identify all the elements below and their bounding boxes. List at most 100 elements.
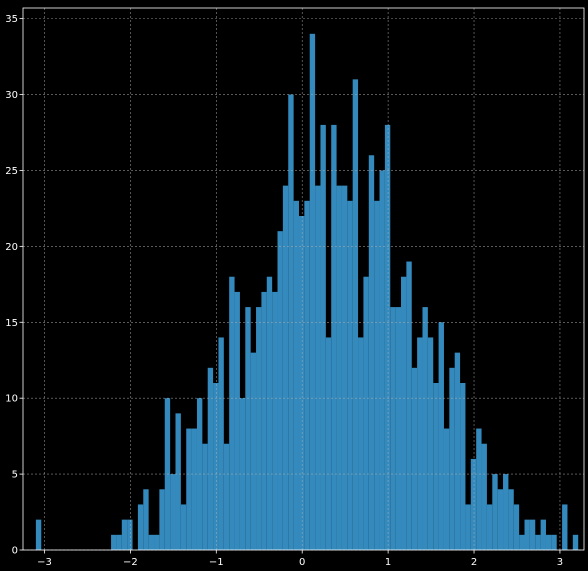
histogram-bar <box>513 504 520 550</box>
histogram-bar <box>207 367 214 550</box>
histogram-bar <box>35 519 42 550</box>
histogram-bar <box>180 504 187 550</box>
histogram-bar <box>186 428 192 550</box>
y-tick-label: 15 <box>5 318 18 329</box>
histogram-bar <box>239 398 246 550</box>
grid-layer <box>23 8 584 551</box>
histogram-bar <box>143 489 149 550</box>
histogram-bar <box>148 534 155 550</box>
histogram-bar <box>497 489 504 550</box>
bars-layer <box>35 33 579 551</box>
y-tick-label: 5 <box>12 470 18 481</box>
x-tick-label: 2 <box>471 557 477 568</box>
histogram-bar <box>315 185 321 550</box>
histogram-bar <box>288 94 294 551</box>
histogram-bar <box>298 215 305 551</box>
histogram-bar <box>320 124 326 550</box>
y-tick-label: 35 <box>5 14 18 25</box>
histogram-bar <box>519 534 525 550</box>
histogram-bar <box>127 519 133 550</box>
x-tick-label: 3 <box>557 557 563 568</box>
histogram-bar <box>331 124 337 550</box>
histogram-bar <box>406 261 412 550</box>
histogram-bar <box>562 504 568 550</box>
histogram-bar <box>170 474 176 550</box>
histogram-bar <box>202 443 208 550</box>
axes-layer <box>22 7 585 551</box>
x-tick-label: 1 <box>385 557 391 568</box>
plot-frame <box>22 7 585 551</box>
histogram-bar <box>175 413 181 550</box>
histogram-bar <box>223 443 230 550</box>
histogram-bar <box>486 504 493 550</box>
histogram-bar <box>256 307 262 550</box>
histogram-bar <box>540 519 546 550</box>
histogram-bar <box>116 534 122 550</box>
histogram-bar <box>551 534 557 550</box>
y-tick-label: 25 <box>5 166 18 177</box>
histogram-bar <box>213 382 219 550</box>
y-tick-label: 10 <box>5 394 18 405</box>
histogram-bar <box>358 337 364 550</box>
histogram-bar <box>529 519 536 550</box>
histogram-bar <box>272 291 278 550</box>
histogram-bar <box>250 352 257 550</box>
histogram-bar <box>266 276 273 550</box>
histogram-bar <box>545 534 552 550</box>
histogram-bar <box>417 337 423 550</box>
histogram-bar <box>336 185 342 550</box>
histogram-bar <box>374 200 380 551</box>
histogram-bar <box>218 337 224 550</box>
histogram-bar <box>159 489 165 550</box>
y-tick-label: 30 <box>5 90 18 101</box>
histogram-bar <box>379 170 385 550</box>
histogram-bar <box>368 155 375 550</box>
histogram-bar <box>384 124 391 550</box>
histogram-bar <box>492 474 498 550</box>
histogram-bar <box>293 200 299 551</box>
histogram-bar <box>508 489 514 550</box>
histogram-bar <box>325 337 332 550</box>
histogram-bar <box>460 382 466 550</box>
histogram-bar <box>347 200 353 551</box>
histogram-bar <box>261 291 267 550</box>
histogram-bar <box>470 458 477 550</box>
x-tick-label: −1 <box>209 557 224 568</box>
x-tick-label: −2 <box>123 557 138 568</box>
y-tick-label: 20 <box>5 242 18 253</box>
histogram-bar <box>304 200 310 551</box>
y-tick-label: 0 <box>12 546 18 557</box>
histogram-bar <box>309 33 316 551</box>
histogram-bar <box>245 307 251 550</box>
histogram-bar <box>422 307 428 550</box>
histogram-bar <box>341 185 348 550</box>
histogram-bar <box>433 382 439 550</box>
histogram-bar <box>438 322 444 550</box>
histogram-bar <box>363 276 369 550</box>
x-tick-label: −3 <box>37 557 52 568</box>
histogram-bar <box>282 185 289 550</box>
histogram-bar <box>481 443 487 550</box>
histogram-bar <box>401 276 407 550</box>
histogram-bar <box>191 428 197 550</box>
histogram-bar <box>443 428 450 550</box>
histogram-bar <box>121 519 128 550</box>
histogram-bar <box>395 307 402 550</box>
histogram-bar <box>524 519 530 550</box>
histogram-bar <box>390 307 396 550</box>
histogram-bar <box>234 291 240 550</box>
histogram-bar <box>476 428 482 550</box>
histogram-bar <box>137 504 144 550</box>
histogram-bar <box>229 276 235 550</box>
histogram-bar <box>449 367 455 550</box>
histogram-bar <box>411 367 418 550</box>
histogram-bar <box>111 534 117 550</box>
histogram-bar <box>572 534 579 550</box>
histogram-bar <box>535 534 541 550</box>
histogram-bar <box>427 337 434 550</box>
x-tick-label: 0 <box>299 557 305 568</box>
histogram-bar <box>154 534 160 550</box>
